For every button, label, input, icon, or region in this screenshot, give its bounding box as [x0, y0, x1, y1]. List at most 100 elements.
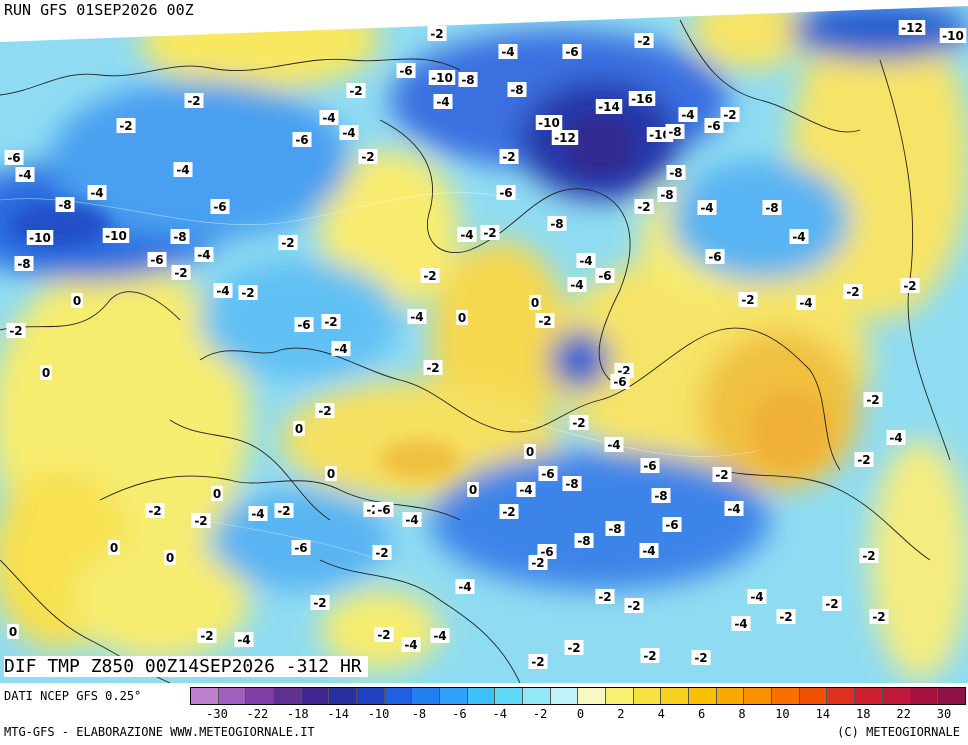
contour-label: -6: [294, 317, 314, 332]
svg-text:-2: -2: [194, 514, 207, 528]
contour-label: -8: [547, 216, 567, 231]
svg-text:-4: -4: [750, 590, 763, 604]
contour-label: 0: [529, 295, 541, 310]
contour-label: -2: [6, 323, 26, 338]
contour-label: 0: [164, 550, 176, 565]
svg-text:-4: -4: [237, 633, 250, 647]
contour-label: -2: [346, 83, 366, 98]
contour-label: -6: [704, 118, 724, 133]
contour-label: -6: [374, 502, 394, 517]
colorbar-tick-label: 22: [896, 707, 911, 721]
colorbar-swatch: [246, 688, 275, 704]
svg-text:-4: -4: [322, 111, 335, 125]
contour-label: -2: [427, 26, 447, 41]
contour-label: -4: [724, 501, 744, 516]
contour-label: -6: [662, 517, 682, 532]
contour-label: -6: [291, 540, 311, 555]
svg-text:-4: -4: [90, 186, 103, 200]
map-canvas: -2-4 -6-2-12-10-6 -10 -8-2 -8-4 -14-16-4 -2-6-…: [0, 0, 968, 683]
colorbar-swatch: [716, 688, 745, 704]
svg-text:0: 0: [213, 487, 221, 501]
svg-text:0: 0: [73, 294, 81, 308]
svg-text:-4: -4: [410, 310, 423, 324]
svg-text:-2: -2: [148, 504, 161, 518]
colorbar-swatch: [882, 688, 911, 704]
svg-text:-4: -4: [579, 254, 592, 268]
contour-label: -8: [651, 488, 671, 503]
svg-text:-2: -2: [694, 651, 707, 665]
colorbar-swatch: [218, 688, 247, 704]
svg-text:-8: -8: [461, 73, 474, 87]
svg-text:-2: -2: [531, 556, 544, 570]
contour-label: -2: [197, 628, 217, 643]
svg-text:-4: -4: [197, 248, 210, 262]
svg-text:-2: -2: [277, 504, 290, 518]
contour-label: 0: [71, 293, 83, 308]
svg-text:-2: -2: [862, 549, 875, 563]
svg-text:-8: -8: [510, 83, 523, 97]
svg-text:-2: -2: [825, 597, 838, 611]
svg-text:-2: -2: [423, 269, 436, 283]
contour-label: -2: [822, 596, 842, 611]
contour-label: -2: [900, 278, 920, 293]
svg-text:0: 0: [9, 625, 17, 639]
svg-text:-6: -6: [707, 119, 720, 133]
contour-label: 0: [467, 482, 479, 497]
colorbar-swatch: [440, 688, 468, 704]
svg-text:-2: -2: [903, 279, 916, 293]
svg-text:-10: -10: [942, 29, 964, 43]
svg-text:-10: -10: [105, 229, 127, 243]
svg-text:-8: -8: [660, 188, 673, 202]
svg-text:0: 0: [469, 483, 477, 497]
contour-label: -2: [776, 609, 796, 624]
contour-label: -8: [657, 187, 677, 202]
contour-label: 0: [108, 540, 120, 555]
contour-label: -4: [731, 616, 751, 631]
svg-text:-2: -2: [174, 266, 187, 280]
contour-label: -6: [595, 268, 615, 283]
svg-text:-6: -6: [541, 467, 554, 481]
svg-text:0: 0: [295, 422, 303, 436]
svg-text:-2: -2: [187, 94, 200, 108]
contour-label: 0: [7, 624, 19, 639]
contour-label: -12: [551, 130, 579, 145]
svg-text:-8: -8: [550, 217, 563, 231]
contour-label: -2: [480, 225, 500, 240]
contour-label: -12: [898, 20, 926, 35]
svg-text:-2: -2: [375, 546, 388, 560]
footer: DATI NCEP GFS 0.25° -30 -22 -18 -14 -10 -8 -6-…: [0, 683, 968, 745]
contour-label: -8: [666, 165, 686, 180]
contour-label: -4: [319, 110, 339, 125]
colorbar-tick-label: -8: [411, 707, 427, 721]
field-title: DIF TMP Z850 00Z14SEP2026 -312 HR: [4, 656, 368, 677]
colorbar-tick-label: -2: [532, 707, 548, 721]
svg-text:-4: -4: [404, 638, 417, 652]
run-title: RUN GFS 01SEP2026 00Z: [4, 1, 198, 19]
colorbar-swatch: [772, 688, 800, 704]
svg-text:-4: -4: [460, 228, 473, 242]
contour-label: -2: [238, 285, 258, 300]
svg-text:-8: -8: [669, 166, 682, 180]
temperature-anomaly-map: -2 -4 -6 -2 -12 -10 -6 -10 -8 -2 -8 -4 -14 -16 -4 -2 -6-…: [0, 0, 968, 683]
colorbar-swatch: [855, 688, 883, 704]
svg-text:-6: -6: [7, 151, 20, 165]
contour-label: -4: [639, 543, 659, 558]
svg-text:-6: -6: [708, 250, 721, 264]
contour-label: -2: [321, 314, 341, 329]
contour-label: -10: [535, 115, 563, 130]
svg-text:-2: -2: [538, 314, 551, 328]
data-source-label: DATI NCEP GFS 0.25°: [4, 689, 142, 703]
svg-text:-2: -2: [857, 453, 870, 467]
contour-label: -2: [634, 33, 654, 48]
svg-text:-14: -14: [598, 100, 620, 114]
colorbar-swatch: [384, 688, 413, 704]
svg-text:-6: -6: [377, 503, 390, 517]
colorbar-ticks: -30 -22 -18 -14 -10 -8 -6 -4 -2 0 2 4 6 8 10 14 18 22 30: [190, 707, 966, 723]
svg-text:-16: -16: [631, 92, 653, 106]
contour-label: -4: [430, 628, 450, 643]
contour-label: -8: [574, 533, 594, 548]
svg-text:0: 0: [531, 296, 539, 310]
contour-label: -2: [843, 284, 863, 299]
contour-label: -4: [194, 247, 214, 262]
contour-label: -6: [610, 374, 630, 389]
